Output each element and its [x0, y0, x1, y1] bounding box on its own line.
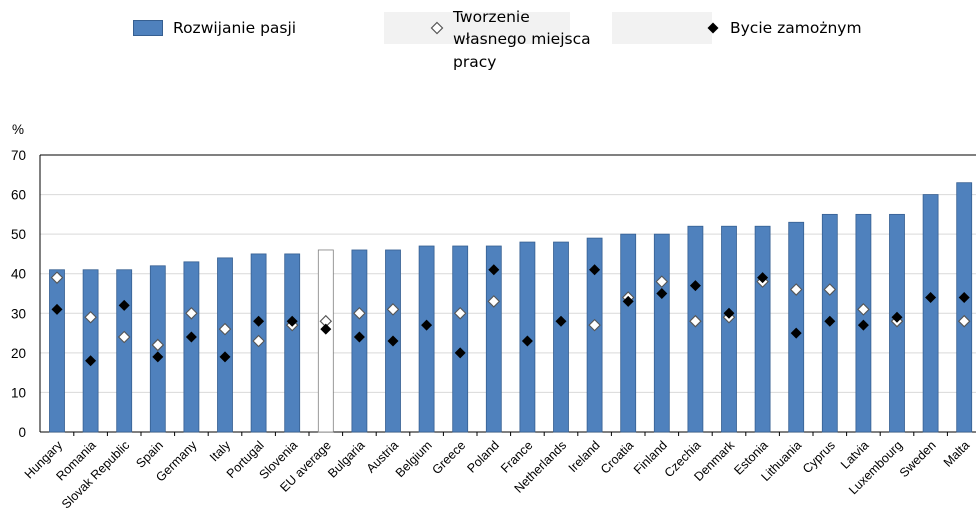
marker-open-diamond: [50, 271, 64, 284]
bar: [217, 257, 233, 433]
marker-filled-diamond: [85, 355, 97, 367]
bar: [586, 237, 603, 433]
bar: [553, 241, 569, 433]
x-tick-label: Croatia: [598, 438, 636, 476]
y-tick-label: 50: [11, 227, 26, 242]
marker-filled-diamond: [656, 288, 668, 299]
bar-eu-average: [317, 249, 334, 433]
marker-filled-diamond: [589, 264, 601, 276]
bar: [754, 225, 771, 433]
legend-item-open-marker: [384, 12, 584, 44]
marker-filled-diamond: [253, 315, 265, 327]
bar: [82, 269, 99, 433]
marker-filled-diamond: [958, 291, 970, 303]
marker-filled-diamond: [421, 319, 433, 331]
x-tick-label: Belgium: [393, 438, 435, 480]
marker-filled-diamond: [185, 331, 197, 343]
marker-open-diamond: [487, 295, 501, 308]
marker-filled-diamond: [152, 351, 164, 363]
legend-label-bar: Rozwijanie pasji: [173, 18, 297, 37]
marker-filled-diamond: [790, 327, 802, 339]
y-tick-label: 60: [11, 188, 26, 203]
marker-filled-diamond: [118, 299, 130, 311]
bar: [620, 233, 637, 433]
bar: [721, 225, 737, 433]
marker-open-diamond: [655, 275, 669, 288]
marker-filled-diamond: [387, 335, 399, 347]
bar: [183, 261, 200, 433]
marker-open-diamond: [588, 318, 601, 332]
marker-filled-diamond: [824, 315, 836, 327]
marker-filled-diamond: [622, 295, 634, 307]
marker-open-diamond: [84, 310, 97, 324]
x-tick-label: Italy: [207, 438, 234, 465]
legend-item-bar: Rozwijanie pasji: [133, 12, 363, 44]
bar: [485, 245, 502, 433]
marker-filled-diamond: [891, 311, 903, 323]
marker-filled-diamond: [521, 335, 533, 347]
bar: [653, 233, 670, 433]
marker-filled-diamond: [51, 303, 63, 315]
marker-open-diamond: [857, 303, 870, 316]
legend-swatch-bar: [133, 20, 163, 36]
marker-filled-diamond: [454, 347, 466, 359]
marker-filled-diamond: [857, 319, 869, 331]
legend-label-filled-marker: Bycie zamożnym: [730, 18, 862, 37]
marker-open-diamond: [823, 283, 837, 296]
marker-open-diamond: [789, 283, 803, 296]
bar: [284, 253, 301, 433]
marker-open-diamond: [151, 338, 165, 352]
marker-filled-diamond: [488, 264, 500, 276]
marker-filled-diamond: [925, 291, 937, 303]
x-tick-label: Poland: [464, 438, 501, 475]
legend-label-open-marker: Tworzenie własnego miejsca pracy: [453, 8, 591, 71]
x-tick-label: Cyprus: [800, 438, 838, 476]
marker-open-diamond: [185, 307, 198, 320]
bar: [418, 245, 435, 433]
bar: [956, 182, 973, 433]
bar: [788, 221, 805, 433]
marker-open-diamond: [252, 334, 265, 348]
y-tick-label: 0: [18, 425, 26, 440]
bar: [452, 245, 469, 433]
marker-open-diamond: [386, 303, 400, 316]
marker-open-diamond: [218, 322, 232, 336]
legend-filled-diamond-icon: [707, 22, 719, 34]
y-tick-label: 10: [11, 385, 26, 400]
marker-filled-diamond: [286, 315, 298, 327]
bar: [687, 225, 704, 433]
legend-item-filled-marker: Bycie zamożnym: [612, 12, 882, 44]
bar: [922, 194, 939, 433]
x-tick-label: Greece: [429, 438, 468, 477]
marker-filled-diamond: [219, 351, 231, 363]
x-tick-label: Sweden: [897, 438, 939, 480]
marker-open-diamond: [689, 314, 702, 328]
bar: [49, 269, 65, 433]
marker-open-diamond: [453, 307, 467, 320]
y-axis-label: %: [12, 122, 24, 137]
y-tick-label: 40: [11, 267, 26, 282]
marker-filled-diamond: [555, 315, 567, 327]
marker-filled-diamond: [723, 307, 735, 319]
x-tick-label: Malta: [941, 438, 973, 470]
y-tick-label: 30: [11, 306, 26, 321]
x-tick-label: Bulgaria: [325, 438, 367, 480]
marker-open-diamond: [957, 314, 971, 328]
marker-open-diamond: [117, 330, 131, 344]
marker-filled-diamond: [320, 323, 332, 335]
marker-filled-diamond: [757, 272, 769, 284]
marker-filled-diamond: [353, 331, 365, 343]
legend: Rozwijanie pasji Tworzenie własnego miej…: [0, 0, 976, 92]
marker-open-diamond: [353, 307, 366, 320]
marker-filled-diamond: [689, 280, 701, 292]
legend-open-diamond-icon: [430, 21, 444, 35]
y-tick-label: 70: [11, 148, 26, 163]
x-tick-label: Ireland: [566, 438, 603, 475]
y-tick-label: 20: [11, 346, 26, 361]
bar: [116, 269, 133, 433]
